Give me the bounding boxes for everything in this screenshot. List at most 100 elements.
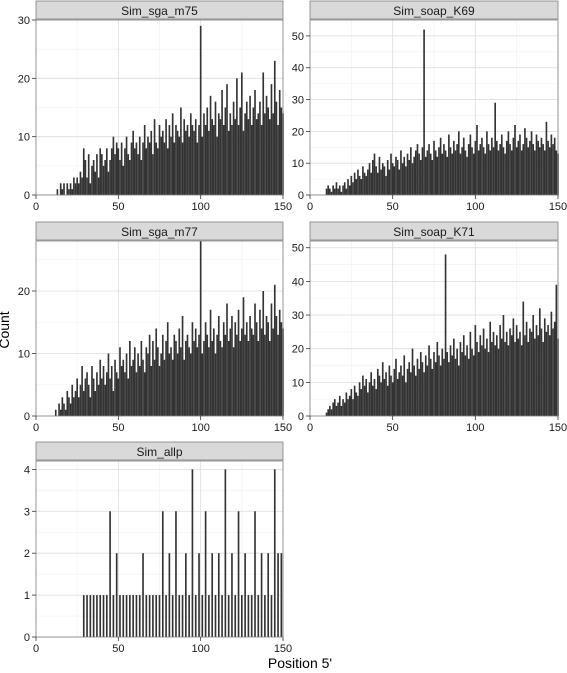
histogram-bar — [365, 175, 368, 195]
histogram-bar — [280, 107, 283, 195]
histogram-bar — [245, 322, 248, 416]
histogram-bar — [267, 107, 270, 195]
histogram-bar — [209, 309, 212, 416]
histogram-bar — [161, 334, 164, 416]
histogram-bar — [115, 553, 118, 637]
histogram-bar — [538, 147, 541, 195]
histogram-bar — [527, 341, 530, 416]
histogram-bar — [260, 328, 263, 416]
histogram-bar — [509, 144, 511, 195]
histogram-bar — [92, 160, 95, 195]
strip-label: Sim_allp — [136, 445, 182, 459]
histogram-bar — [431, 160, 434, 195]
histogram-bar — [446, 156, 449, 195]
histogram-bar — [59, 409, 62, 416]
histogram-bar — [74, 183, 77, 195]
histogram-bar — [335, 182, 338, 195]
histogram-bar — [138, 366, 141, 416]
histogram-bar — [514, 341, 516, 416]
histogram-bar — [114, 154, 116, 195]
histogram-bar — [476, 125, 478, 195]
histogram-bar — [175, 511, 177, 637]
histogram-bar — [522, 301, 525, 416]
histogram-bar — [252, 334, 255, 416]
histogram-bar — [547, 325, 549, 416]
histogram-bar — [208, 130, 210, 195]
histogram-bar — [408, 160, 411, 195]
y-tick-label: 0 — [24, 411, 30, 423]
histogram-bar — [385, 372, 387, 416]
histogram-bar — [372, 385, 374, 416]
histogram-bar — [517, 140, 520, 195]
histogram-bar — [94, 391, 97, 416]
histogram-bar — [486, 131, 488, 195]
histogram-bar — [352, 399, 354, 416]
histogram-bar — [133, 347, 136, 416]
histogram-bar — [262, 291, 265, 416]
histogram-bar — [476, 341, 478, 416]
histogram-bar — [277, 125, 279, 195]
histogram-bar — [229, 328, 232, 416]
histogram-bar — [142, 142, 144, 195]
histogram-bar — [555, 284, 558, 416]
histogram-bar — [474, 325, 477, 416]
histogram-bar — [411, 163, 414, 195]
histogram-bar — [61, 397, 64, 416]
histogram-bar — [477, 150, 480, 195]
histogram-bar — [237, 309, 240, 416]
histogram-bar — [327, 409, 330, 416]
histogram-bar — [444, 254, 447, 416]
histogram-bar — [137, 154, 139, 195]
histogram-bar — [433, 140, 435, 195]
histogram-bar — [86, 177, 88, 195]
histogram-bar — [168, 553, 171, 637]
facet-sim-soap-k71: Sim_soap_K71 0 50 100 150 0 10 20 30 40 50 — [292, 221, 567, 434]
histogram-bar — [385, 175, 387, 195]
histogram-bar — [257, 113, 260, 195]
histogram-bar — [232, 347, 235, 416]
histogram-bar — [552, 328, 554, 416]
histogram-bar — [352, 182, 354, 195]
histogram-bar — [264, 334, 266, 416]
histogram-bar — [376, 368, 379, 416]
histogram-bar — [117, 148, 120, 195]
histogram-bar — [355, 392, 358, 416]
histogram-bar — [82, 148, 85, 195]
y-axis-title: Count — [0, 311, 12, 348]
histogram-bar — [140, 160, 143, 195]
histogram-bar — [423, 29, 425, 195]
histogram-bar — [552, 144, 554, 195]
histogram-bar — [219, 119, 222, 195]
histogram-bar — [428, 144, 430, 195]
histogram-bar — [221, 90, 223, 195]
histogram-bar — [393, 166, 396, 195]
histogram-bar — [342, 399, 344, 416]
histogram-bar — [515, 147, 518, 195]
histogram-bar — [76, 177, 78, 195]
histogram-bar — [418, 368, 420, 416]
histogram-bar — [353, 385, 356, 416]
histogram-bar — [214, 595, 217, 637]
histogram-bar — [104, 160, 106, 195]
histogram-bar — [537, 140, 539, 195]
histogram-bar — [414, 375, 417, 416]
histogram-bar — [477, 352, 480, 416]
strip-label: Sim_sga_m77 — [121, 225, 198, 239]
histogram-bar — [424, 156, 427, 195]
histogram-bar — [199, 241, 202, 416]
histogram-bar — [375, 389, 377, 416]
histogram-bar — [216, 334, 218, 416]
histogram-bar — [340, 191, 343, 195]
histogram-bar — [482, 328, 485, 416]
histogram-bar — [198, 553, 200, 637]
histogram-bar — [206, 107, 209, 195]
histogram-bar — [101, 154, 103, 195]
histogram-bar — [119, 160, 121, 195]
histogram-bar — [355, 179, 358, 195]
panel-border — [35, 19, 284, 196]
histogram-bar — [213, 328, 215, 416]
histogram-bar — [553, 321, 556, 416]
histogram-bar — [203, 113, 205, 195]
histogram-bar — [479, 144, 482, 195]
facet-sim-sga-m75: Sim_sga_m75 0 50 100 150 0 10 20 30 — [18, 0, 292, 213]
